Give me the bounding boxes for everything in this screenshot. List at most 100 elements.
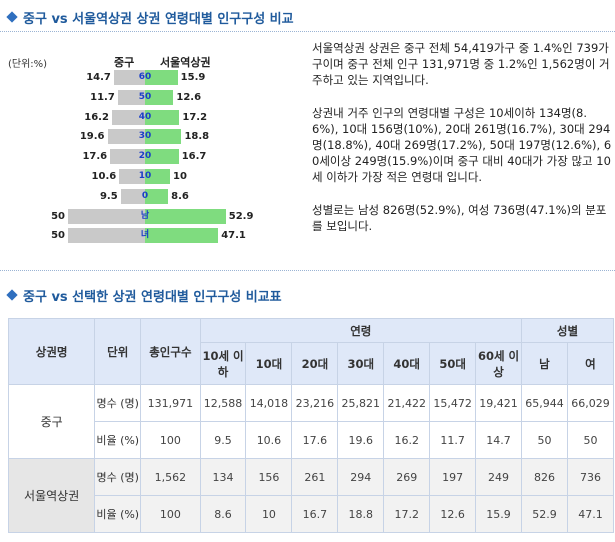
pyramid-bar-left [111,109,145,125]
table-cell: 131,971 [140,384,201,422]
population-pyramid-chart: 60 14.7 15.9 50 11.7 12.6 40 16.2 17.2 30 19.6 18.8… [0,0,300,260]
table-cell: 11.7 [429,421,477,459]
pyramid-bar-right [145,208,226,224]
table-cell: 17.2 [383,495,431,533]
table-cell: 736 [566,458,615,496]
pyramid-age-label: 50 [138,91,152,102]
pyramid-value-left: 19.6 [79,131,105,143]
pyramid-bar-right [145,129,182,145]
table-cell: 134 [199,458,247,496]
pyramid-value-right: 16.7 [181,151,207,163]
row-area-name: 서울역상권 [7,458,96,533]
diamond-bullet-icon [6,289,18,301]
table-cell: 15.9 [475,495,523,533]
description-paragraph-3: 성별로는 남성 826명(52.9%), 여성 736명(47.1%)의 분포를… [312,202,607,233]
row-area-name: 중구 [7,384,96,459]
pyramid-value-right: 52.9 [228,210,254,222]
table-cell: 52.9 [521,495,568,533]
pyramid-left-header: 중구 [114,56,135,69]
pyramid-value-right: 18.8 [184,131,210,143]
table-row: 서울역상권 명수 (명) 1,562 134 156 261 294 269 197 249 8… [7,458,615,533]
table-row: 비율 (%) 100 8.6 10 16.7 18.8 17.2 12.6 15.9 52.9 4… [9,495,615,533]
pyramid-value-left: 50 [51,230,65,242]
pyramid-value-left: 11.7 [90,91,115,103]
pyramid-bar-left [68,228,145,244]
table-cell: 14,018 [245,384,293,422]
pyramid-value-right: 8.6 [171,190,189,202]
header-area: 상권명 [7,318,96,385]
pyramid-age-label: 10 [138,171,152,181]
table-cell: 269 [383,458,431,496]
header-age-6: 60세 이상 [475,342,523,385]
pyramid-value-right: 15.9 [180,72,206,83]
pyramid-age-label: 20 [138,151,152,162]
pyramid-bar-right [145,70,178,85]
header-age-1: 10대 [245,342,293,385]
header-total: 총인구수 [140,318,201,385]
table-cell: 249 [475,458,523,496]
pyramid-age-label: 40 [138,111,152,122]
table-cell: 1,562 [140,458,201,496]
table-cell: 12.6 [429,495,477,533]
table-cell: 12,588 [199,384,247,422]
pyramid-age-label: 남 [140,210,150,221]
comparison-table: 상권명 단위 총인구수 연령 성별 10세 이하 10대 20대 30대 40대 50대 6… [7,318,615,533]
row-unit-label: 비율 (%) [94,421,142,459]
table-cell: 15,472 [429,384,477,422]
pyramid-bar-left [113,70,145,85]
pyramid-right-header: 서울역상권 [160,56,211,69]
section-title-table: 중구 vs 선택한 상권 연령대별 인구구성 비교표 [4,286,282,305]
header-gender-0: 남 [521,342,568,385]
table-cell: 21,422 [383,384,431,422]
table-cell: 197 [429,458,477,496]
pyramid-value-right: 47.1 [221,230,246,242]
table-cell: 65,944 [521,384,568,422]
table-cell: 25,821 [337,384,385,422]
header-unit: 단위 [94,318,142,385]
unit-label: (단위:%) [8,59,48,70]
header-age-5: 50대 [429,342,477,385]
table-cell: 294 [337,458,385,496]
pyramid-bar-left [120,188,145,204]
pyramid-value-right: 10 [173,171,187,182]
table-cell: 19,421 [475,384,523,422]
pyramid-value-left: 16.2 [84,111,109,123]
table-cell: 100 [140,495,201,533]
section-title-text: 중구 vs 서울역상권 상권 연령대별 인구구성 비교 [23,11,294,27]
pyramid-bar-right [145,149,179,165]
table-cell: 47.1 [566,495,615,533]
header-age-group: 연령 [199,318,523,343]
table-cell: 9.5 [199,421,247,459]
table-cell: 10.6 [245,421,293,459]
section-title-comparison: 중구 vs 서울역상권 상권 연령대별 인구구성 비교 [4,8,294,27]
pyramid-bar-left [68,208,145,224]
pyramid-value-left: 50 [51,210,65,222]
pyramid-age-label: 녀 [140,230,150,241]
header-age-4: 40대 [383,342,431,385]
header-gender-1: 여 [566,342,615,385]
table-row: 중구 명수 (명) 131,971 12,588 14,018 23,216 25,82… [7,384,615,459]
table-cell: 16.7 [291,495,339,533]
pyramid-value-left: 14.7 [86,72,111,83]
divider [0,31,615,32]
table-cell: 826 [521,458,568,496]
table-cell: 50 [566,421,615,459]
row-unit-label: 비율 (%) [94,495,142,533]
table-cell: 66,029 [566,384,615,422]
header-age-3: 30대 [337,342,385,385]
pyramid-value-left: 9.5 [99,190,118,202]
header-age-0: 10세 이하 [199,342,247,385]
pyramid-bar-left [117,89,145,105]
description-paragraph-2: 상권내 거주 인구의 연령대별 구성은 10세이하 134명(8.6%), 10… [312,105,612,185]
pyramid-bar-left [107,129,145,145]
pyramid-bar-left [110,149,145,165]
section-title-text: 중구 vs 선택한 상권 연령대별 인구구성 비교표 [23,289,282,305]
pyramid-value-left: 10.6 [91,171,117,182]
table-cell: 50 [521,421,568,459]
pyramid-bar-right [145,228,219,244]
table-cell: 156 [245,458,293,496]
pyramid-value-right: 17.2 [182,111,208,123]
table-cell: 14.7 [475,421,523,459]
description-text: 서울역상권 상권은 중구 전체 54,419가구 중 1.4%인 739가구이며… [312,40,612,250]
table-cell: 19.6 [337,421,385,459]
